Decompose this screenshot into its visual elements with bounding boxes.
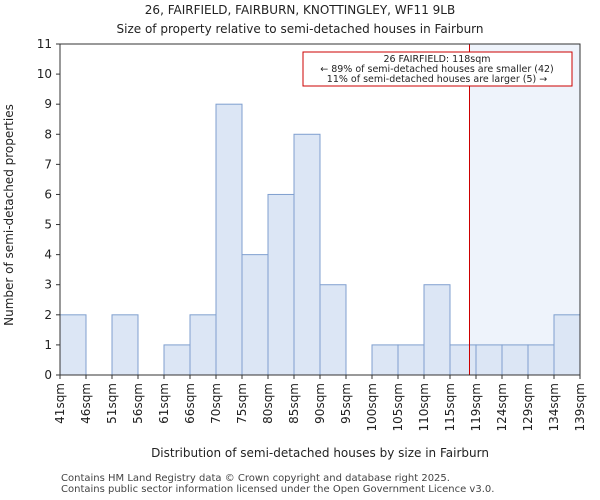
bar [501,344,529,376]
bar [111,314,139,376]
annotation-line-1: 26 FAIRFIELD: 118sqm [383,54,490,65]
x-tick-label: 134sqm [547,383,561,431]
x-tick-label: 105sqm [391,383,405,431]
x-tick-label: 100sqm [365,383,379,431]
y-tick-label: 2 [44,308,52,322]
x-tick-label: 61sqm [157,383,171,424]
y-tick-label: 9 [44,97,52,111]
x-tick-label: 85sqm [287,383,301,424]
x-tick-label: 129sqm [521,383,535,431]
x-tick-label: 95sqm [339,383,353,424]
bar [59,314,87,376]
bar [319,284,347,376]
bar [189,314,217,376]
footer-line-1: Contains HM Land Registry data © Crown c… [61,473,450,484]
bar [423,284,451,376]
bar [475,344,503,376]
y-tick-label: 8 [44,127,52,141]
y-tick-label: 0 [44,368,52,382]
x-tick-label: 66sqm [183,383,197,424]
bars [59,103,581,376]
bar [163,344,191,376]
bar [241,254,269,376]
x-tick-label: 70sqm [209,383,223,424]
y-tick-label: 4 [44,248,52,262]
annotation-line-3: 11% of semi-detached houses are larger (… [327,74,547,85]
bar [371,344,399,376]
y-tick-label: 6 [44,187,52,201]
x-tick-label: 139sqm [573,383,587,431]
x-tick-label: 75sqm [235,383,249,424]
bar [397,344,425,376]
y-tick-label: 7 [44,157,52,171]
x-tick-label: 119sqm [469,383,483,431]
x-tick-label: 124sqm [495,383,509,431]
x-tick-label: 46sqm [79,383,93,424]
y-axis: 0 1 2 3 4 5 6 7 8 9 10 11 [37,37,60,382]
y-axis-title: Number of semi-detached properties [2,104,16,326]
chart-title: 26, FAIRFIELD, FAIRBURN, KNOTTINGLEY, WF… [145,3,455,17]
x-tick-label: 80sqm [261,383,275,424]
x-axis-title: Distribution of semi-detached houses by … [151,446,489,460]
x-tick-label: 90sqm [313,383,327,424]
x-axis: 41sqm 46sqm 51sqm 56sqm 61sqm 66sqm 70sqm 75sqm… [53,375,587,431]
y-tick-label: 10 [37,67,52,81]
footer-line-2: Contains public sector information licen… [61,484,495,495]
y-tick-label: 3 [44,278,52,292]
bar [215,103,243,376]
y-tick-label: 11 [37,37,52,51]
x-tick-label: 51sqm [105,383,119,424]
x-tick-label: 41sqm [53,383,67,424]
bar [293,133,321,376]
bar [449,344,477,376]
bar [267,193,295,376]
chart-subtitle: Size of property relative to semi-detach… [117,22,484,36]
x-tick-label: 110sqm [417,383,431,431]
y-tick-label: 1 [44,338,52,352]
bar [527,344,555,376]
annotation-line-2: ← 89% of semi-detached houses are smalle… [320,64,554,75]
annotation-box: 26 FAIRFIELD: 118sqm ← 89% of semi-detac… [302,51,573,87]
annotation-frame [302,51,573,87]
x-tick-label: 56sqm [131,383,145,424]
x-tick-label: 115sqm [443,383,457,431]
bar [553,314,581,376]
y-tick-label: 5 [44,218,52,232]
